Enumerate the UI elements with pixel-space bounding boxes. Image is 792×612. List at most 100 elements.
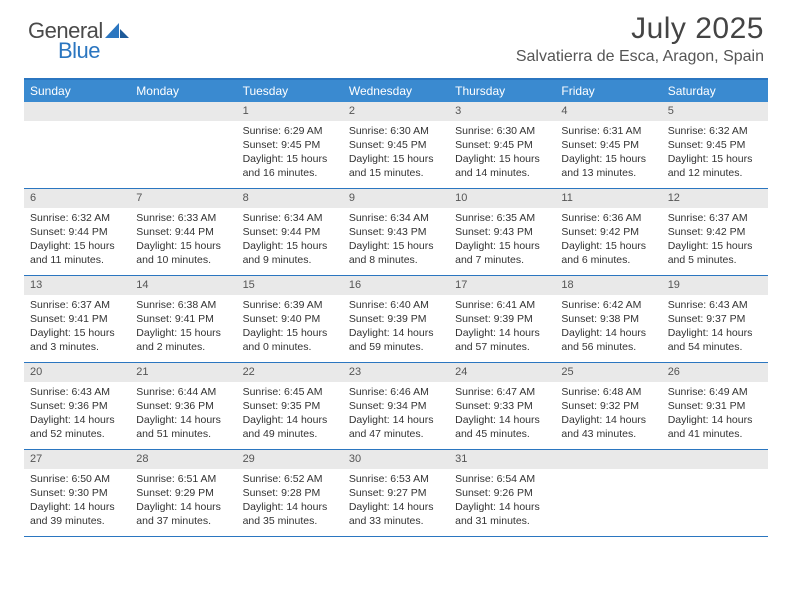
logo-sail-icon — [105, 23, 129, 44]
sunrise-line-value: 6:43 AM — [71, 386, 110, 398]
sunset-line-value: 9:44 PM — [69, 226, 108, 238]
day-number: 7 — [130, 189, 236, 208]
sunset-line: Sunset: 9:41 PM — [30, 312, 124, 326]
sunset-line-label: Sunset: — [136, 400, 172, 412]
daylight-line-label: Daylight: — [561, 240, 602, 252]
sunset-line-label: Sunset: — [561, 400, 597, 412]
day-cell: 4Sunrise: 6:31 AMSunset: 9:45 PMDaylight… — [555, 102, 661, 188]
daylight-line-label: Daylight: — [668, 327, 709, 339]
day-number: 3 — [449, 102, 555, 121]
sunrise-line-value: 6:37 AM — [709, 212, 748, 224]
sunset-line: Sunset: 9:29 PM — [136, 486, 230, 500]
sunset-line-label: Sunset: — [30, 487, 66, 499]
daylight-line: Daylight: 14 hours and 41 minutes. — [668, 413, 762, 441]
day-body: Sunrise: 6:29 AMSunset: 9:45 PMDaylight:… — [237, 121, 343, 187]
sunset-line-label: Sunset: — [243, 487, 279, 499]
sunrise-line: Sunrise: 6:43 AM — [30, 385, 124, 399]
daylight-line: Daylight: 15 hours and 13 minutes. — [561, 152, 655, 180]
sunrise-line: Sunrise: 6:41 AM — [455, 298, 549, 312]
daylight-line-label: Daylight: — [561, 153, 602, 165]
day-number: 12 — [662, 189, 768, 208]
sunrise-line-label: Sunrise: — [561, 299, 600, 311]
day-number: 14 — [130, 276, 236, 295]
sunrise-line: Sunrise: 6:47 AM — [455, 385, 549, 399]
sunrise-line-label: Sunrise: — [668, 212, 707, 224]
sunrise-line: Sunrise: 6:30 AM — [455, 124, 549, 138]
sunset-line-label: Sunset: — [349, 313, 385, 325]
day-body: Sunrise: 6:46 AMSunset: 9:34 PMDaylight:… — [343, 382, 449, 448]
sunrise-line: Sunrise: 6:46 AM — [349, 385, 443, 399]
day-body: Sunrise: 6:42 AMSunset: 9:38 PMDaylight:… — [555, 295, 661, 361]
day-number: 22 — [237, 363, 343, 382]
daylight-line-label: Daylight: — [668, 414, 709, 426]
day-header: Wednesday — [343, 80, 449, 102]
day-cell: 9Sunrise: 6:34 AMSunset: 9:43 PMDaylight… — [343, 189, 449, 275]
sunrise-line-value: 6:34 AM — [390, 212, 429, 224]
sunset-line: Sunset: 9:45 PM — [561, 138, 655, 152]
day-cell: 5Sunrise: 6:32 AMSunset: 9:45 PMDaylight… — [662, 102, 768, 188]
sunrise-line: Sunrise: 6:51 AM — [136, 472, 230, 486]
daylight-line: Daylight: 14 hours and 31 minutes. — [455, 500, 549, 528]
daylight-line: Daylight: 14 hours and 39 minutes. — [30, 500, 124, 528]
sunset-line-label: Sunset: — [455, 487, 491, 499]
day-body: Sunrise: 6:51 AMSunset: 9:29 PMDaylight:… — [130, 469, 236, 535]
sunset-line: Sunset: 9:45 PM — [243, 138, 337, 152]
sunset-line: Sunset: 9:26 PM — [455, 486, 549, 500]
sunset-line-value: 9:28 PM — [281, 487, 320, 499]
day-header: Friday — [555, 80, 661, 102]
sunset-line-value: 9:34 PM — [387, 400, 426, 412]
title-block: July 2025 Salvatierra de Esca, Aragon, S… — [516, 12, 764, 66]
day-cell: 25Sunrise: 6:48 AMSunset: 9:32 PMDayligh… — [555, 363, 661, 449]
day-cell: 26Sunrise: 6:49 AMSunset: 9:31 PMDayligh… — [662, 363, 768, 449]
day-cell: 29Sunrise: 6:52 AMSunset: 9:28 PMDayligh… — [237, 450, 343, 536]
day-body: Sunrise: 6:47 AMSunset: 9:33 PMDaylight:… — [449, 382, 555, 448]
sunrise-line: Sunrise: 6:37 AM — [30, 298, 124, 312]
day-number: 13 — [24, 276, 130, 295]
sunrise-line-value: 6:44 AM — [178, 386, 217, 398]
day-body: Sunrise: 6:50 AMSunset: 9:30 PMDaylight:… — [24, 469, 130, 535]
daylight-line: Daylight: 15 hours and 0 minutes. — [243, 326, 337, 354]
sunset-line: Sunset: 9:30 PM — [30, 486, 124, 500]
day-cell: 3Sunrise: 6:30 AMSunset: 9:45 PMDaylight… — [449, 102, 555, 188]
sunset-line-label: Sunset: — [243, 226, 279, 238]
sunset-line: Sunset: 9:35 PM — [243, 399, 337, 413]
sunset-line-value: 9:30 PM — [69, 487, 108, 499]
week-row: 27Sunrise: 6:50 AMSunset: 9:30 PMDayligh… — [24, 450, 768, 537]
week-row: 20Sunrise: 6:43 AMSunset: 9:36 PMDayligh… — [24, 363, 768, 450]
sunset-line: Sunset: 9:39 PM — [349, 312, 443, 326]
sunrise-line-label: Sunrise: — [243, 473, 282, 485]
daylight-line-label: Daylight: — [243, 240, 284, 252]
sunset-line-value: 9:41 PM — [175, 313, 214, 325]
sunrise-line: Sunrise: 6:40 AM — [349, 298, 443, 312]
sunset-line-label: Sunset: — [243, 313, 279, 325]
empty-cell — [662, 450, 768, 536]
sunset-line-value: 9:45 PM — [494, 139, 533, 151]
day-cell: 14Sunrise: 6:38 AMSunset: 9:41 PMDayligh… — [130, 276, 236, 362]
daylight-line: Daylight: 14 hours and 33 minutes. — [349, 500, 443, 528]
day-number: 16 — [343, 276, 449, 295]
day-cell: 6Sunrise: 6:32 AMSunset: 9:44 PMDaylight… — [24, 189, 130, 275]
day-body: Sunrise: 6:37 AMSunset: 9:42 PMDaylight:… — [662, 208, 768, 274]
sunrise-line-value: 6:29 AM — [284, 125, 323, 137]
daylight-line-label: Daylight: — [561, 414, 602, 426]
sunrise-line-label: Sunrise: — [136, 386, 175, 398]
sunrise-line-label: Sunrise: — [30, 212, 69, 224]
sunrise-line-label: Sunrise: — [349, 473, 388, 485]
sunset-line: Sunset: 9:45 PM — [668, 138, 762, 152]
sunrise-line: Sunrise: 6:50 AM — [30, 472, 124, 486]
sunset-line-label: Sunset: — [243, 400, 279, 412]
sunrise-line-label: Sunrise: — [561, 386, 600, 398]
sunset-line-label: Sunset: — [668, 400, 704, 412]
day-number: 18 — [555, 276, 661, 295]
sunset-line-value: 9:35 PM — [281, 400, 320, 412]
sunrise-line: Sunrise: 6:34 AM — [349, 211, 443, 225]
day-number — [662, 450, 768, 469]
sunset-line-label: Sunset: — [30, 226, 66, 238]
daylight-line-label: Daylight: — [455, 153, 496, 165]
day-cell: 15Sunrise: 6:39 AMSunset: 9:40 PMDayligh… — [237, 276, 343, 362]
day-cell: 19Sunrise: 6:43 AMSunset: 9:37 PMDayligh… — [662, 276, 768, 362]
sunset-line: Sunset: 9:43 PM — [455, 225, 549, 239]
sunset-line: Sunset: 9:28 PM — [243, 486, 337, 500]
day-number: 19 — [662, 276, 768, 295]
day-cell: 21Sunrise: 6:44 AMSunset: 9:36 PMDayligh… — [130, 363, 236, 449]
